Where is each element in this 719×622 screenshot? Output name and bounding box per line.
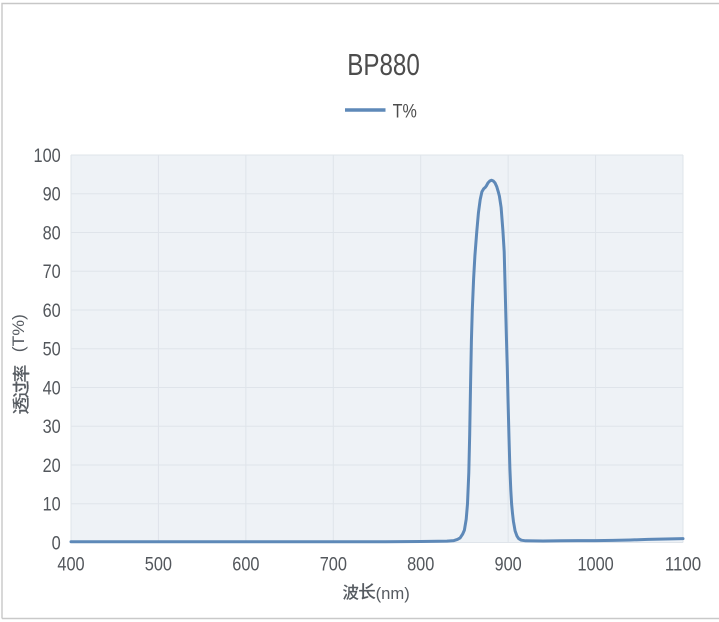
- svg-text:400: 400: [57, 554, 84, 575]
- svg-text:20: 20: [43, 456, 61, 477]
- svg-text:BP880: BP880: [347, 47, 420, 82]
- svg-text:1000: 1000: [577, 554, 613, 575]
- svg-text:T%: T%: [393, 101, 417, 123]
- svg-text:30: 30: [43, 417, 61, 438]
- svg-text:600: 600: [232, 554, 259, 575]
- svg-text:90: 90: [43, 185, 61, 206]
- svg-text:700: 700: [320, 554, 347, 575]
- svg-text:(T%): (T%): [9, 314, 28, 352]
- svg-text:900: 900: [495, 554, 522, 575]
- svg-text:10: 10: [43, 495, 61, 516]
- svg-text:1100: 1100: [665, 554, 701, 575]
- svg-text:(nm): (nm): [376, 584, 410, 603]
- svg-text:70: 70: [43, 262, 61, 283]
- svg-text:50: 50: [43, 340, 61, 361]
- svg-text:800: 800: [407, 554, 434, 575]
- svg-text:60: 60: [43, 301, 61, 322]
- svg-text:100: 100: [34, 146, 61, 167]
- svg-text:40: 40: [43, 378, 61, 399]
- svg-text:500: 500: [145, 554, 172, 575]
- svg-text:80: 80: [43, 223, 61, 244]
- svg-text:0: 0: [52, 533, 61, 554]
